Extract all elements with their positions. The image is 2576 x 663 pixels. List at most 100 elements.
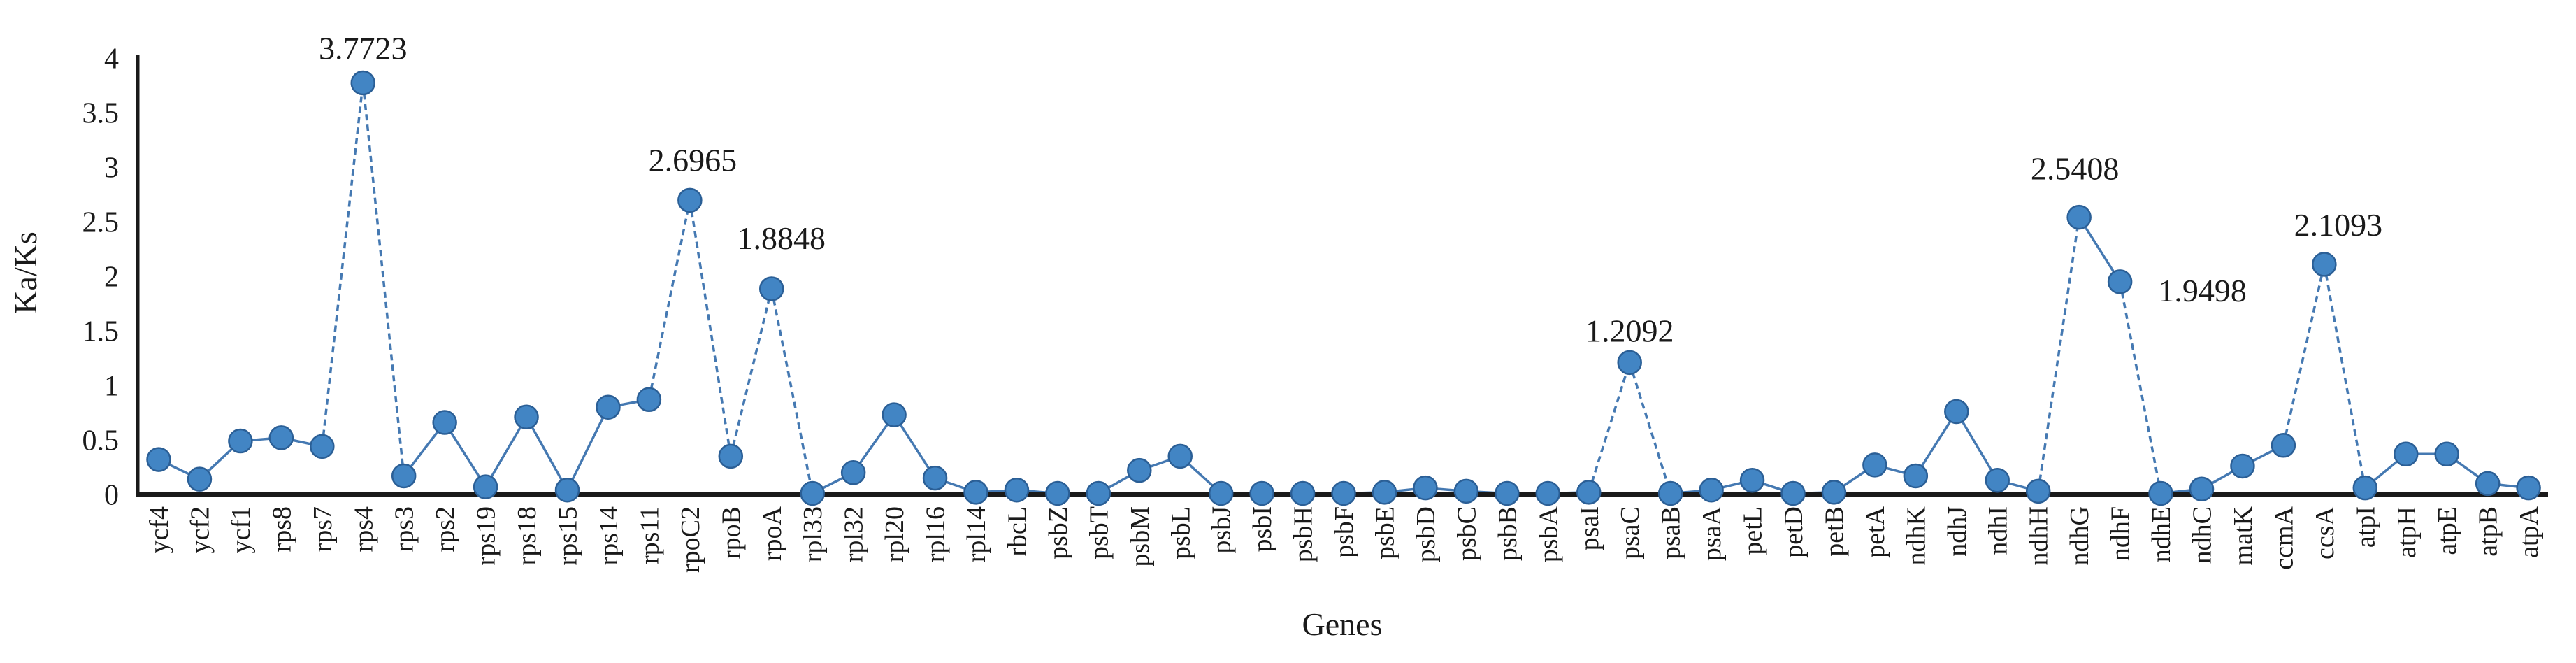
series-line-segment (729, 288, 773, 457)
data-point-marker (1903, 463, 1929, 489)
series-line-segment (484, 416, 528, 487)
y-axis-tick-label: 2 (104, 262, 119, 294)
gene-tick-label: psaC (1616, 506, 1645, 559)
y-axis-tick-label: 3.5 (82, 98, 120, 130)
data-point-marker (1127, 457, 1152, 483)
gene-tick-label: psbA (1534, 506, 1563, 562)
gene-tick-label: psbZ (1044, 506, 1073, 559)
data-point-marker (1167, 443, 1193, 469)
data-point-marker (432, 410, 457, 435)
data-point-marker (514, 404, 539, 429)
data-point-marker (391, 463, 417, 489)
gene-tick-label: ndhF (2106, 506, 2136, 561)
x-axis-title: Genes (1302, 606, 1383, 642)
series-line-segment (361, 83, 405, 476)
data-point-marker (677, 187, 703, 213)
data-point-marker (350, 70, 375, 96)
data-point-marker (1004, 478, 1030, 503)
gene-tick-label: ndhI (1983, 506, 2013, 555)
data-point-marker (636, 387, 662, 413)
data-point-marker (2066, 204, 2092, 230)
series-line-segment (2078, 216, 2122, 283)
data-point-marker (187, 466, 213, 492)
data-point-marker (718, 443, 744, 469)
data-point-marker (800, 480, 825, 506)
data-point-marker (1699, 478, 1724, 503)
y-axis-tick-label: 0 (104, 480, 119, 512)
data-point-marker (759, 276, 784, 301)
data-point-marker (2230, 453, 2255, 479)
data-point-marker (2189, 476, 2215, 501)
data-point-marker (146, 447, 171, 472)
data-label: 1.9498 (2158, 273, 2247, 308)
gene-tick-label: rbcL (1002, 506, 1032, 557)
data-point-marker (2312, 252, 2337, 277)
gene-tick-label: rps18 (512, 506, 542, 565)
series-line-segment (689, 200, 733, 457)
series-line-segment (2036, 217, 2080, 492)
data-point-marker (1985, 467, 2010, 493)
gene-tick-label: matK (2229, 506, 2258, 565)
data-point-marker (268, 425, 294, 450)
data-point-marker (1780, 480, 1806, 506)
gene-tick-label: ndhJ (1943, 506, 1972, 557)
series-line-segment (443, 422, 487, 488)
y-axis-tick-label: 3 (104, 152, 119, 185)
gene-tick-label: ndhG (2065, 506, 2094, 565)
data-label: 2.1093 (2294, 207, 2383, 243)
y-axis-tick-label: 4 (104, 43, 119, 76)
gene-tick-label: rpl33 (798, 506, 828, 562)
gene-tick-label: psbD (1411, 506, 1441, 562)
gene-tick-label: psbH (1289, 506, 1318, 562)
gene-tick-label: ndhK (1901, 506, 1931, 565)
gene-tick-label: psaB (1657, 506, 1686, 559)
data-point-marker (1290, 480, 1316, 506)
data-point-marker (2516, 475, 2541, 501)
gene-tick-label: ndhC (2188, 506, 2217, 564)
gene-tick-label: rpl14 (962, 506, 991, 562)
data-point-marker (1413, 475, 1438, 501)
data-label: 3.7723 (319, 31, 408, 66)
gene-tick-label: rpoA (758, 506, 787, 561)
gene-tick-label: petB (1820, 506, 1849, 557)
gene-tick-label: rpl32 (840, 506, 869, 562)
gene-tick-label: psbL (1166, 506, 1195, 559)
data-point-marker (1739, 467, 1765, 493)
gene-tick-label: psbE (1371, 506, 1400, 559)
data-point-marker (1249, 480, 1274, 506)
gene-tick-label: rpl16 (921, 506, 951, 562)
gene-tick-label: rps8 (267, 506, 296, 552)
gene-tick-label: atpA (2514, 506, 2544, 557)
data-point-marker (310, 434, 335, 459)
data-point-marker (1535, 480, 1561, 506)
series-line-segment (1955, 411, 1999, 481)
gene-tick-label: ycf1 (226, 506, 256, 554)
data-point-marker (1208, 480, 1234, 506)
gene-tick-label: atpI (2351, 506, 2380, 548)
gene-tick-label: atpH (2392, 506, 2422, 558)
data-point-marker (1453, 478, 1479, 504)
gene-tick-label: ycf2 (185, 506, 215, 554)
series-line-segment (525, 416, 569, 491)
gene-tick-label: rps3 (390, 506, 419, 552)
data-point-marker (2394, 441, 2419, 467)
data-point-marker (2475, 471, 2501, 497)
data-point-marker (2148, 480, 2173, 506)
gene-tick-label: psbC (1452, 506, 1481, 561)
data-point-marker (922, 465, 948, 491)
data-point-marker (2352, 475, 2378, 501)
gene-tick-label: psbJ (1207, 506, 1237, 554)
series-line-segment (647, 199, 691, 400)
gene-tick-label: ccsA (2310, 506, 2340, 559)
data-point-marker (596, 394, 621, 420)
series-line-segment (893, 414, 937, 479)
data-point-marker (2434, 441, 2459, 467)
data-point-marker (554, 478, 580, 503)
gene-tick-label: rps7 (308, 506, 338, 552)
gene-tick-label: psaI (1575, 506, 1604, 550)
gene-tick-label: psbF (1330, 506, 1359, 558)
gene-tick-label: rps11 (635, 506, 664, 564)
series-line-segment (1628, 362, 1672, 494)
series-line-segment (2282, 264, 2326, 446)
